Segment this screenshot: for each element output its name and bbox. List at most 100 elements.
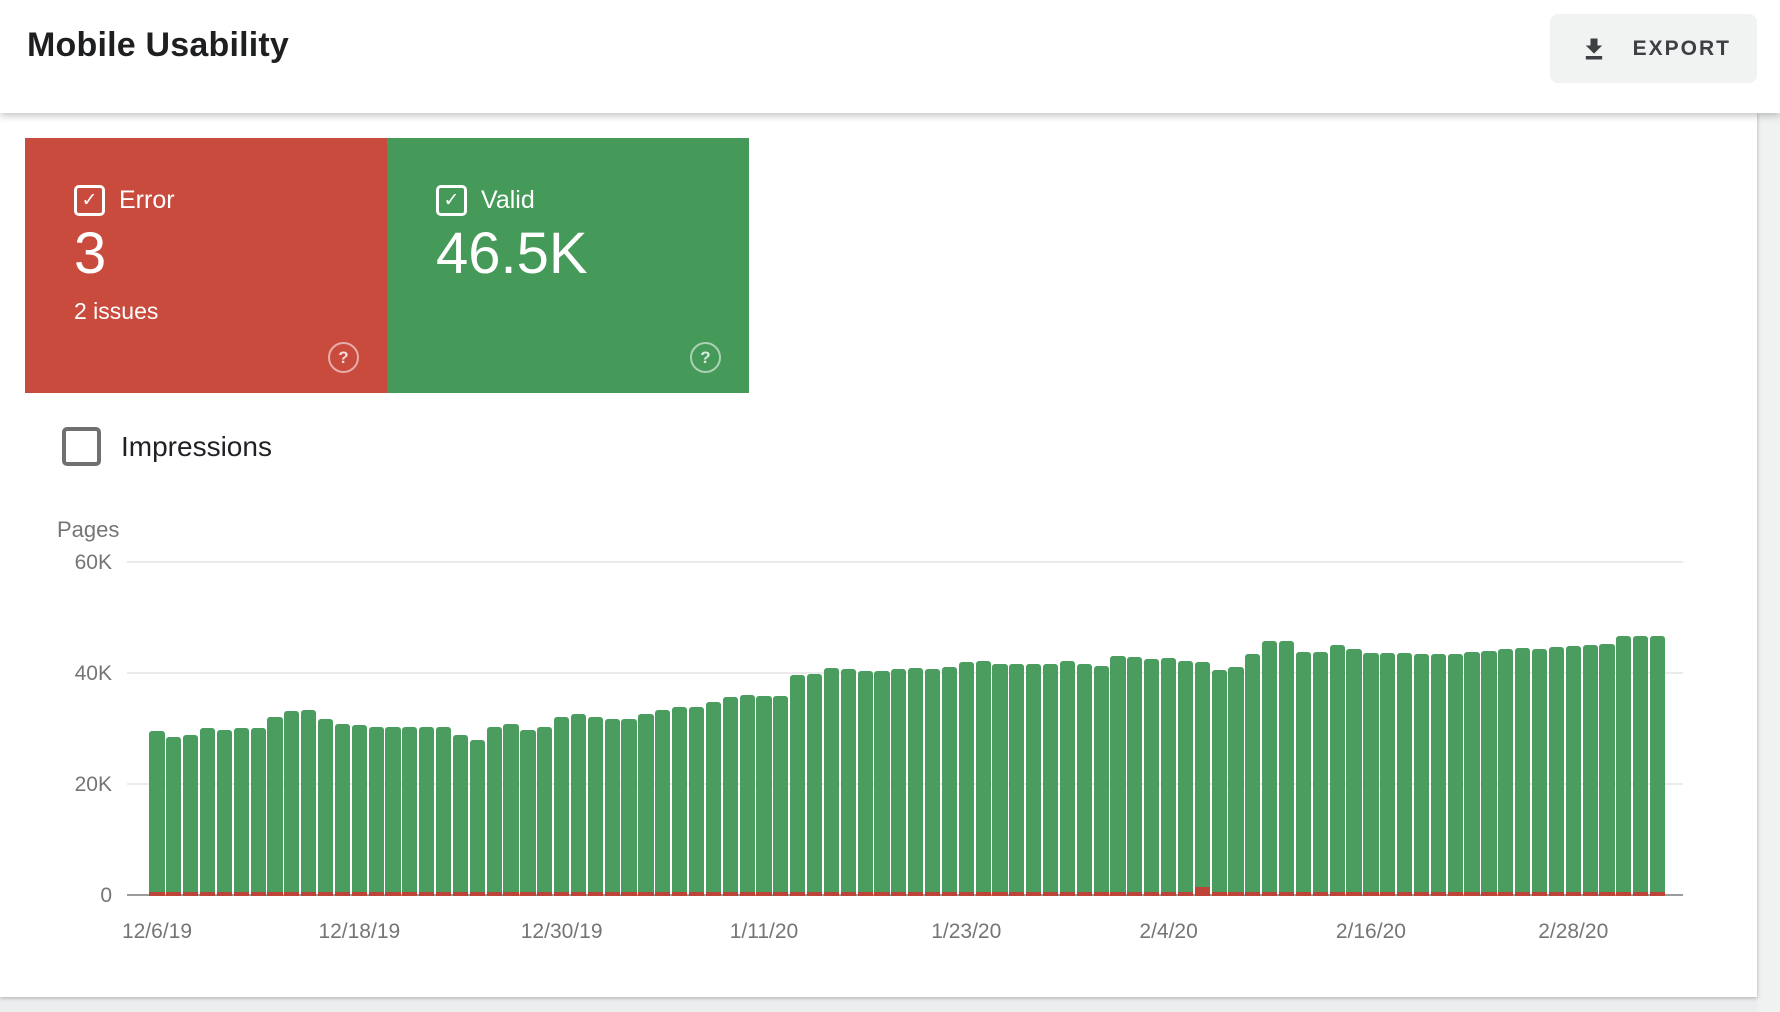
valid-bar[interactable] [840, 669, 856, 896]
valid-bar[interactable] [1295, 652, 1312, 896]
checkbox-checked-icon[interactable]: ✓ [74, 185, 105, 216]
valid-bar[interactable] [992, 664, 1008, 896]
valid-bar[interactable] [924, 669, 941, 896]
valid-bar[interactable] [1447, 654, 1463, 896]
valid-bar[interactable] [941, 667, 957, 896]
valid-card-header[interactable]: ✓ Valid [436, 185, 535, 216]
valid-bar[interactable] [1548, 647, 1564, 896]
error-card-header[interactable]: ✓ Error [74, 185, 175, 216]
valid-bar[interactable] [351, 725, 367, 896]
checkbox-unchecked-icon[interactable] [62, 427, 101, 466]
valid-bar[interactable] [1633, 636, 1649, 896]
valid-bar[interactable] [1076, 664, 1092, 896]
valid-bar[interactable] [739, 695, 755, 896]
valid-bar[interactable] [385, 727, 401, 896]
valid-bar[interactable] [1582, 645, 1598, 896]
valid-bar[interactable] [672, 707, 688, 896]
valid-bar[interactable] [1026, 664, 1042, 896]
valid-bar[interactable] [806, 674, 823, 896]
valid-bar[interactable] [486, 727, 502, 896]
valid-bar[interactable] [537, 727, 553, 896]
valid-bar[interactable] [284, 711, 300, 896]
valid-bar[interactable] [1194, 662, 1210, 896]
valid-bar[interactable] [1599, 644, 1615, 896]
valid-bar[interactable] [1346, 649, 1362, 896]
valid-bar[interactable] [570, 714, 587, 896]
valid-bar[interactable] [1464, 652, 1480, 896]
valid-bar[interactable] [722, 697, 738, 896]
valid-bar[interactable] [267, 717, 283, 896]
valid-bar[interactable] [638, 714, 654, 896]
valid-bar[interactable] [1093, 666, 1109, 896]
valid-bar[interactable] [554, 717, 570, 896]
valid-bar[interactable] [908, 668, 924, 896]
valid-bar[interactable] [334, 724, 351, 896]
valid-bar[interactable] [1059, 661, 1076, 896]
valid-bar[interactable] [149, 731, 165, 896]
help-icon[interactable]: ? [690, 342, 721, 373]
error-card[interactable]: ✓ Error 3 2 issues ? [25, 138, 387, 393]
valid-bar[interactable] [1228, 667, 1244, 896]
valid-bar[interactable] [975, 661, 991, 896]
valid-bar[interactable] [1616, 636, 1632, 896]
valid-bar[interactable] [1380, 653, 1396, 896]
checkbox-checked-icon[interactable]: ✓ [436, 185, 467, 216]
valid-bar[interactable] [1144, 659, 1160, 896]
valid-bar[interactable] [419, 727, 435, 896]
valid-bar[interactable] [233, 728, 249, 896]
valid-bar[interactable] [183, 735, 199, 896]
valid-bar[interactable] [1279, 641, 1295, 896]
valid-bar[interactable] [1177, 661, 1194, 896]
valid-bar[interactable] [655, 710, 671, 896]
valid-bar[interactable] [1565, 646, 1581, 896]
valid-bar[interactable] [216, 730, 233, 896]
valid-bar[interactable] [587, 717, 603, 896]
valid-bar[interactable] [1649, 636, 1666, 896]
valid-bar[interactable] [318, 719, 334, 896]
valid-bar[interactable] [1312, 652, 1328, 896]
valid-bar[interactable] [503, 724, 519, 896]
valid-bar[interactable] [1161, 658, 1177, 896]
help-icon[interactable]: ? [328, 342, 359, 373]
valid-bar[interactable] [1363, 653, 1379, 896]
valid-bar[interactable] [199, 728, 216, 896]
valid-bar[interactable] [790, 675, 806, 896]
valid-bar[interactable] [1262, 641, 1278, 896]
valid-bar[interactable] [1430, 654, 1446, 896]
valid-bar[interactable] [452, 735, 469, 896]
valid-bar[interactable] [301, 710, 317, 896]
valid-bar[interactable] [874, 671, 890, 896]
valid-bar[interactable] [773, 696, 789, 896]
valid-bar[interactable] [1211, 670, 1227, 896]
valid-bar[interactable] [436, 727, 452, 896]
valid-card[interactable]: ✓ Valid 46.5K ? [387, 138, 749, 393]
valid-bar[interactable] [1498, 649, 1514, 896]
valid-bar[interactable] [1515, 648, 1531, 896]
valid-bar[interactable] [1481, 651, 1497, 896]
valid-bar[interactable] [1329, 645, 1345, 896]
valid-bar[interactable] [1042, 664, 1059, 896]
valid-bar[interactable] [688, 707, 705, 896]
scrollbar-gutter[interactable] [1757, 113, 1780, 1012]
valid-bar[interactable] [891, 669, 907, 896]
valid-bar[interactable] [705, 702, 721, 896]
valid-bar[interactable] [857, 671, 873, 896]
export-button[interactable]: EXPORT [1549, 14, 1757, 83]
valid-bar[interactable] [250, 728, 266, 896]
valid-bar[interactable] [621, 719, 637, 896]
valid-bar[interactable] [958, 662, 974, 896]
impressions-toggle[interactable]: Impressions [62, 427, 272, 466]
valid-bar[interactable] [520, 730, 536, 896]
valid-bar[interactable] [1245, 654, 1261, 896]
valid-bar[interactable] [368, 727, 384, 896]
valid-bar[interactable] [469, 740, 485, 896]
valid-bar[interactable] [402, 727, 418, 896]
valid-bar[interactable] [1413, 654, 1430, 896]
valid-bar[interactable] [756, 696, 772, 896]
valid-bar[interactable] [1531, 649, 1548, 896]
valid-bar[interactable] [1009, 664, 1025, 896]
valid-bar[interactable] [823, 668, 839, 896]
valid-bar[interactable] [1110, 656, 1126, 896]
valid-bar[interactable] [604, 719, 620, 896]
valid-bar[interactable] [166, 737, 182, 896]
